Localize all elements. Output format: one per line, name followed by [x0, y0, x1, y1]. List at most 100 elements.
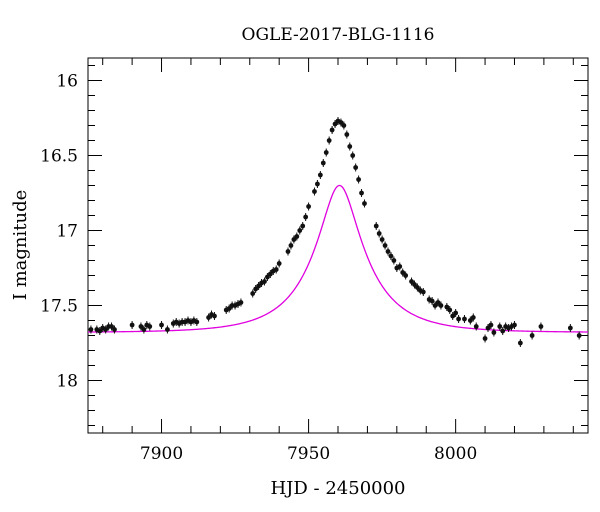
- data-point: [97, 327, 103, 335]
- data-point: [403, 271, 409, 280]
- data-point: [315, 180, 320, 188]
- data-point: [267, 270, 273, 278]
- data-point: [329, 126, 335, 134]
- data-point: [359, 189, 364, 197]
- minor-ticks: [88, 58, 588, 433]
- data-point: [382, 241, 388, 250]
- data-point: [450, 312, 456, 320]
- data-point: [432, 301, 438, 310]
- x-axis-label: HJD - 2450000: [270, 478, 405, 499]
- data-point: [488, 321, 494, 329]
- x-tick-label: 7900: [140, 444, 183, 464]
- data-point: [317, 171, 323, 179]
- data-point: [438, 301, 444, 310]
- data-point: [323, 148, 329, 157]
- data-point: [470, 313, 476, 322]
- data-point: [409, 277, 414, 286]
- data-point: [356, 175, 361, 184]
- major-ticks: [88, 58, 588, 433]
- data-point: [141, 325, 147, 334]
- data-point: [326, 136, 332, 145]
- x-tick-labels: 7900 7950 8000: [140, 444, 477, 464]
- data-point: [485, 324, 491, 332]
- y-tick-label: 17.5: [40, 297, 78, 317]
- y-tick-labels: 16 16.5 17 17.5 18: [40, 72, 78, 392]
- data-point: [147, 322, 153, 331]
- y-tick-label: 16: [56, 72, 78, 92]
- data-point: [300, 222, 306, 230]
- data-point: [412, 280, 417, 289]
- data-point: [444, 303, 450, 311]
- data-point: [276, 259, 282, 268]
- data-point: [538, 322, 544, 331]
- data-point: [462, 315, 467, 323]
- data-point: [497, 322, 503, 331]
- data-point: [320, 159, 326, 167]
- data-point: [453, 309, 459, 317]
- data-point: [400, 268, 406, 277]
- data-point: [303, 213, 309, 221]
- data-point: [391, 256, 397, 265]
- data-point: [294, 232, 300, 241]
- data-point: [194, 318, 200, 326]
- data-point: [103, 325, 109, 334]
- data-point: [129, 321, 135, 329]
- x-tick-label: 7950: [287, 444, 330, 464]
- data-point: [306, 202, 311, 211]
- data-point: [429, 297, 435, 305]
- data-point: [285, 247, 291, 256]
- data-point: [338, 118, 344, 127]
- y-tick-label: 18: [56, 372, 78, 392]
- data-point: [456, 315, 461, 323]
- data-point: [379, 235, 385, 244]
- data-point: [262, 277, 267, 286]
- data-points: [88, 117, 582, 347]
- data-point: [332, 120, 338, 128]
- data-point: [256, 282, 261, 290]
- y-tick-label: 17: [56, 222, 78, 242]
- data-point: [385, 247, 391, 256]
- data-point: [273, 265, 279, 274]
- data-point: [112, 325, 117, 334]
- data-point: [312, 187, 317, 196]
- y-axis-label: I magnitude: [10, 190, 31, 301]
- data-point: [226, 304, 232, 313]
- data-point: [576, 331, 582, 340]
- data-point: [373, 222, 379, 230]
- data-point: [447, 306, 453, 314]
- chart-title: OGLE-2017-BLG-1116: [242, 25, 435, 45]
- data-point: [291, 235, 297, 244]
- data-point: [420, 288, 426, 296]
- data-point: [165, 325, 170, 334]
- data-point: [529, 331, 535, 340]
- data-point: [397, 262, 403, 271]
- data-point: [415, 283, 420, 292]
- data-point: [109, 322, 114, 331]
- data-point: [253, 285, 259, 293]
- data-point: [238, 298, 244, 307]
- data-point: [344, 130, 350, 139]
- data-point: [353, 163, 359, 172]
- data-point: [376, 229, 382, 238]
- data-point: [347, 142, 353, 151]
- data-point: [288, 241, 294, 250]
- data-point: [265, 273, 270, 281]
- data-point: [297, 226, 303, 235]
- data-point: [159, 321, 164, 329]
- x-tick-label: 8000: [434, 444, 477, 464]
- data-point: [517, 339, 523, 347]
- data-point: [362, 199, 367, 208]
- plot-frame: [87, 57, 589, 434]
- data-point: [350, 151, 356, 160]
- data-point: [482, 334, 488, 343]
- data-point: [138, 322, 144, 331]
- data-point: [467, 316, 473, 325]
- data-point: [567, 324, 573, 332]
- data-point: [206, 313, 211, 322]
- data-point: [388, 252, 394, 260]
- model-curve: [87, 184, 589, 333]
- data-point: [512, 321, 517, 329]
- data-point: [88, 325, 94, 334]
- data-point: [212, 312, 217, 320]
